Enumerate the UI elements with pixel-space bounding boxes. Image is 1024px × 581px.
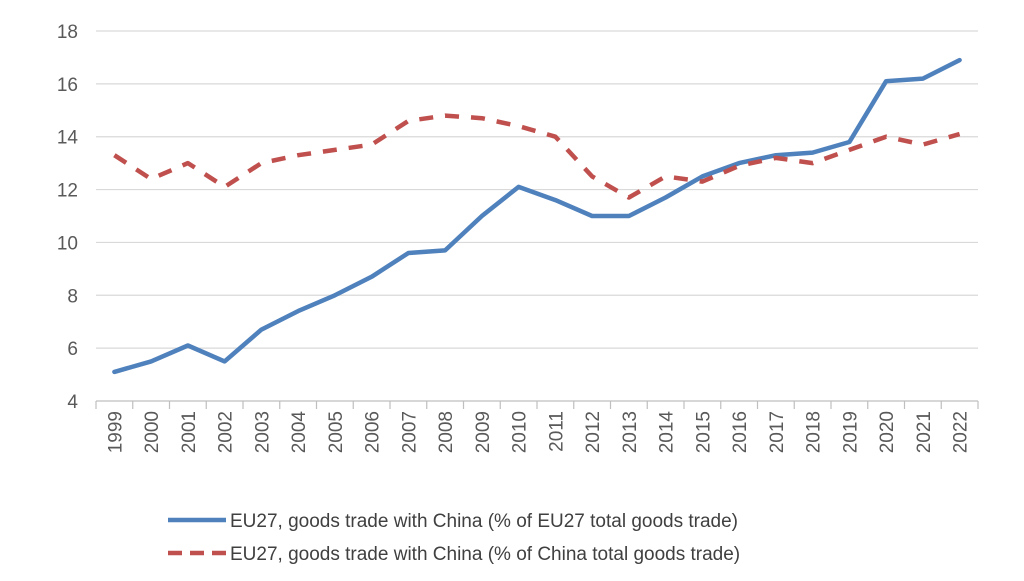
legend: EU27, goods trade with China (% of EU27 … [168, 511, 740, 565]
x-tick-label: 2010 [510, 411, 531, 453]
legend-label-2: EU27, goods trade with China (% of China… [230, 544, 740, 565]
x-tick-label: 2006 [363, 411, 384, 453]
x-tick-label: 2015 [693, 411, 714, 453]
y-tick-label: 6 [67, 339, 78, 360]
x-tick-label: 2011 [546, 411, 567, 452]
x-axis: 1999 2000 2001 2002 2003 2004 2005 2006 2007 2008… [95, 400, 979, 454]
y-tick-label: 12 [57, 181, 78, 202]
x-tick-label: 1999 [105, 411, 126, 453]
x-tick-label: 2009 [473, 411, 494, 453]
y-tick-label: 18 [57, 22, 78, 43]
x-tick-label: 2004 [289, 411, 310, 454]
x-tick-label: 2018 [804, 411, 825, 453]
legend-label-1: EU27, goods trade with China (% of EU27 … [230, 511, 738, 532]
y-tick-label: 4 [67, 392, 78, 413]
x-tick-label: 2005 [326, 411, 347, 453]
x-tick-label: 2000 [142, 411, 163, 453]
x-tick-label: 2013 [620, 411, 641, 453]
x-tick-label: 2008 [436, 411, 457, 453]
x-tick-label: 2003 [252, 411, 273, 453]
x-tick-label: 2021 [914, 411, 935, 453]
x-tick-label: 2007 [399, 411, 420, 453]
series-line-2 [113, 113, 961, 200]
x-tick-label: 2002 [216, 411, 237, 453]
series-group [112, 57, 962, 375]
x-tick-label: 2017 [767, 411, 788, 453]
y-tick-label: 14 [57, 128, 79, 149]
x-tick-label: 2014 [657, 411, 678, 454]
y-axis: 4 6 8 10 12 14 16 18 [57, 22, 79, 413]
x-tick-label: 2020 [877, 411, 898, 453]
x-tick-label: 2012 [583, 411, 604, 453]
x-tick-label: 2016 [730, 411, 751, 453]
y-tick-label: 8 [67, 286, 78, 307]
series-line-1 [112, 57, 962, 375]
gridlines [96, 30, 978, 349]
y-tick-label: 10 [57, 233, 78, 254]
x-tick-label: 2001 [179, 411, 200, 453]
x-tick-label: 2019 [840, 411, 861, 453]
y-tick-label: 16 [57, 75, 78, 96]
x-tick-label: 2022 [951, 411, 972, 453]
